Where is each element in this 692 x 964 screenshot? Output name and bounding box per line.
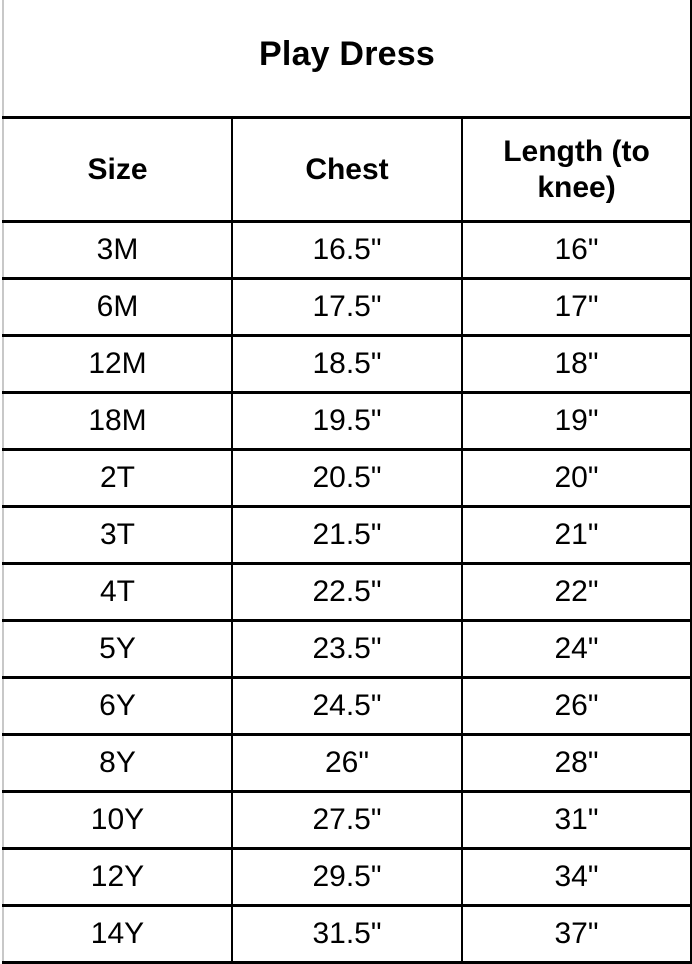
cell-chest: 19.5" [232,392,463,451]
cell-length: 31" [462,791,692,850]
table-row: 14Y 31.5" 37" [2,905,692,964]
cell-chest: 27.5" [232,791,463,850]
table-row: 6Y 24.5" 26" [2,677,692,736]
column-header-size: Size [2,117,233,223]
cell-size: 4T [2,563,233,622]
cell-length: 34" [462,848,692,907]
cell-size: 5Y [2,620,233,679]
cell-size: 18M [2,392,233,451]
cell-length: 26" [462,677,692,736]
cell-size: 12Y [2,848,233,907]
table-row: 6M 17.5" 17" [2,278,692,337]
cell-size: 14Y [2,905,233,964]
cell-size: 12M [2,335,233,394]
cell-chest: 26" [232,734,463,793]
cell-chest: 24.5" [232,677,463,736]
cell-size: 6Y [2,677,233,736]
cell-chest: 23.5" [232,620,463,679]
table-row: 2T 20.5" 20" [2,449,692,508]
table-row: 3M 16.5" 16" [2,221,692,280]
cell-chest: 17.5" [232,278,463,337]
cell-length: 22" [462,563,692,622]
table-row: 8Y 26" 28" [2,734,692,793]
cell-length: 28" [462,734,692,793]
cell-length: 20" [462,449,692,508]
column-header-length: Length (to knee) [462,117,692,223]
cell-chest: 18.5" [232,335,463,394]
cell-length: 21" [462,506,692,565]
cell-size: 3M [2,221,233,280]
cell-chest: 31.5" [232,905,463,964]
chart-title-cell: Play Dress [2,0,692,119]
table-row: 18M 19.5" 19" [2,392,692,451]
chart-title-row: Play Dress [2,0,692,119]
cell-length: 37" [462,905,692,964]
table-row: 5Y 23.5" 24" [2,620,692,679]
table-row: 12M 18.5" 18" [2,335,692,394]
cell-length: 19" [462,392,692,451]
table-row: 3T 21.5" 21" [2,506,692,565]
table-row: 10Y 27.5" 31" [2,791,692,850]
cell-size: 3T [2,506,233,565]
cell-length: 24" [462,620,692,679]
column-header-chest: Chest [232,117,463,223]
cell-chest: 22.5" [232,563,463,622]
table-row: 12Y 29.5" 34" [2,848,692,907]
cell-chest: 29.5" [232,848,463,907]
page-title: Play Dress [259,35,435,74]
cell-chest: 16.5" [232,221,463,280]
cell-size: 2T [2,449,233,508]
cell-size: 6M [2,278,233,337]
cell-chest: 20.5" [232,449,463,508]
cell-length: 17" [462,278,692,337]
cell-length: 18" [462,335,692,394]
cell-length: 16" [462,221,692,280]
cell-size: 8Y [2,734,233,793]
cell-size: 10Y [2,791,233,850]
column-header-row: Size Chest Length (to knee) [2,117,692,223]
table-row: 4T 22.5" 22" [2,563,692,622]
cell-chest: 21.5" [232,506,463,565]
